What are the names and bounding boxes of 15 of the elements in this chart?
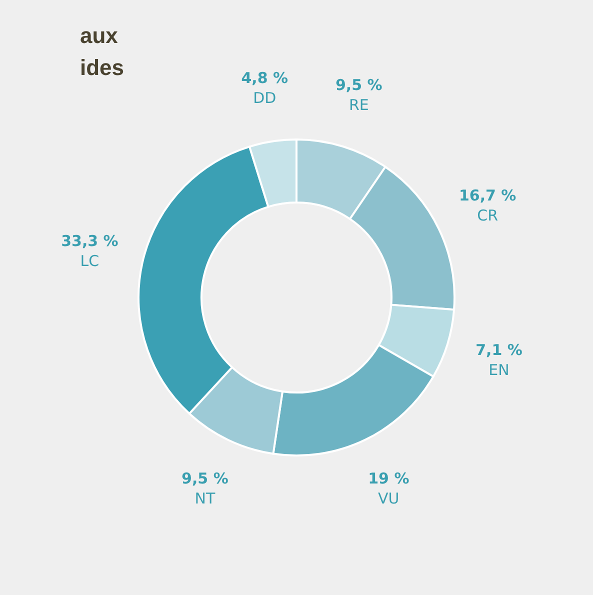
slice-label: DD — [253, 88, 276, 107]
slice-label: EN — [488, 361, 510, 380]
slice-label: NT — [194, 490, 216, 508]
data-label: 16,7 % — [458, 186, 516, 205]
slice-label: CR — [477, 206, 498, 225]
data-label: 9,5 % — [182, 470, 228, 488]
data-label: 4,8 % — [241, 68, 288, 87]
data-label: 7,1 % — [476, 341, 522, 360]
slice-label: VU — [378, 489, 400, 508]
data-label: 9,5 % — [335, 76, 382, 94]
slice-label: LC — [80, 252, 100, 270]
data-label: 33,3 % — [61, 232, 118, 250]
data-label: 19 % — [368, 469, 410, 488]
chart-title: aux ides — [80, 23, 124, 80]
slice-label: RE — [348, 96, 369, 114]
